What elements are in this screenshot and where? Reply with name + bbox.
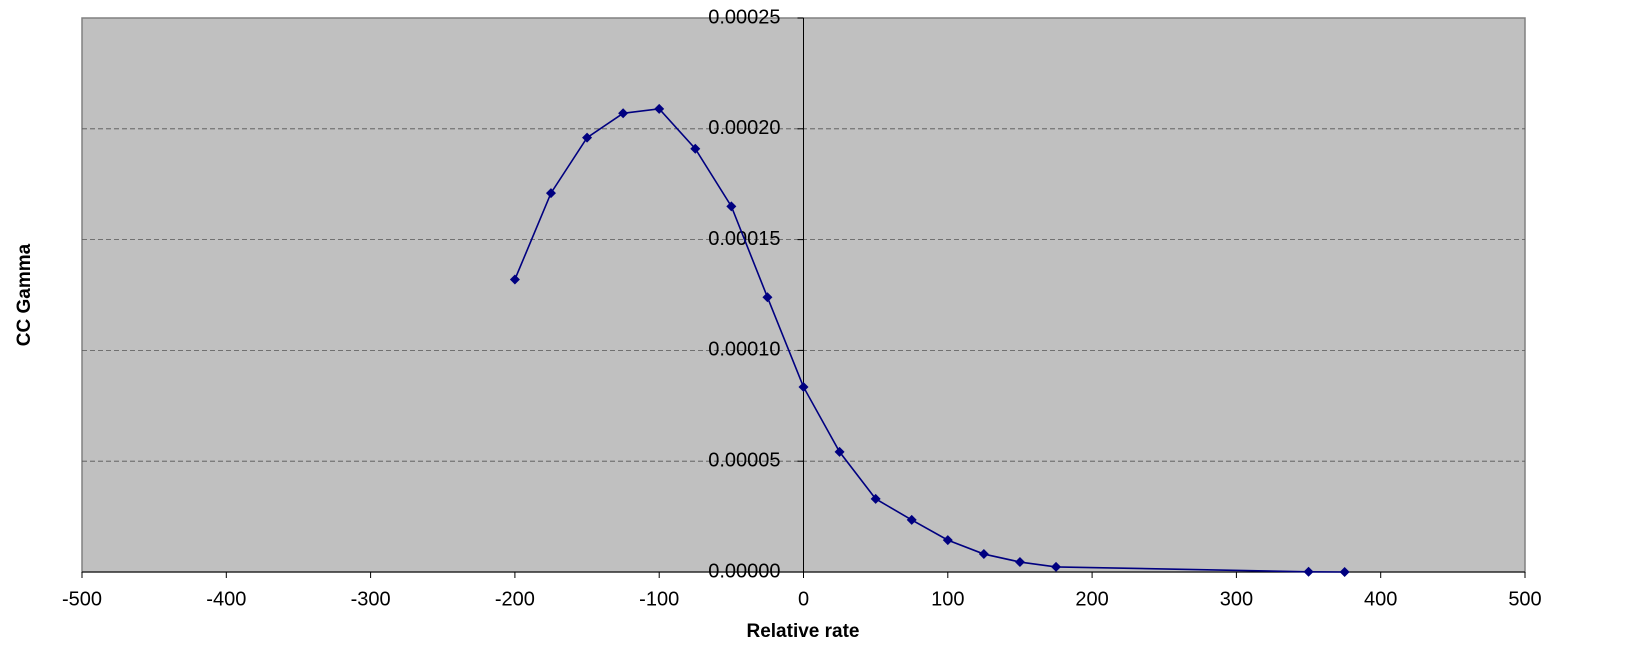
- x-tick-label: 200: [1075, 588, 1108, 610]
- data-point: [1051, 561, 1062, 572]
- data-point: [545, 188, 556, 199]
- x-tick-label: -300: [351, 588, 391, 610]
- data-point: [834, 446, 845, 457]
- y-tick-label: 0.00020: [708, 117, 780, 139]
- data-point: [1303, 566, 1314, 577]
- data-point: [978, 549, 989, 560]
- x-tick-label: -100: [639, 588, 679, 610]
- data-point: [870, 493, 881, 504]
- x-tick-label: 100: [931, 588, 964, 610]
- y-axis-title: CC Gamma: [14, 243, 35, 346]
- y-tick-label: 0.00005: [708, 449, 780, 471]
- x-tick-label: 500: [1508, 588, 1541, 610]
- x-axis-title: Relative rate: [746, 621, 859, 642]
- data-point: [690, 143, 701, 154]
- y-tick-label: 0.00000: [708, 560, 780, 582]
- data-point: [582, 132, 593, 143]
- data-point: [906, 514, 917, 525]
- x-tick-label: 0: [798, 588, 809, 610]
- x-tick-label: -500: [62, 588, 102, 610]
- data-point: [798, 381, 809, 392]
- x-tick-label: -200: [495, 588, 535, 610]
- data-point: [654, 103, 665, 114]
- x-tick-label: 300: [1220, 588, 1253, 610]
- x-tick-label: -400: [206, 588, 246, 610]
- series-line: [514, 108, 1345, 573]
- data-point: [942, 535, 953, 546]
- data-point: [762, 292, 773, 303]
- data-point: [509, 274, 520, 285]
- data-point: [1014, 557, 1025, 568]
- y-tick-label: 0.00025: [708, 6, 780, 28]
- y-tick-label: 0.00010: [708, 339, 780, 361]
- x-tick-label: 400: [1364, 588, 1397, 610]
- data-point: [1339, 567, 1350, 577]
- data-point: [726, 201, 737, 212]
- data-point: [618, 108, 629, 119]
